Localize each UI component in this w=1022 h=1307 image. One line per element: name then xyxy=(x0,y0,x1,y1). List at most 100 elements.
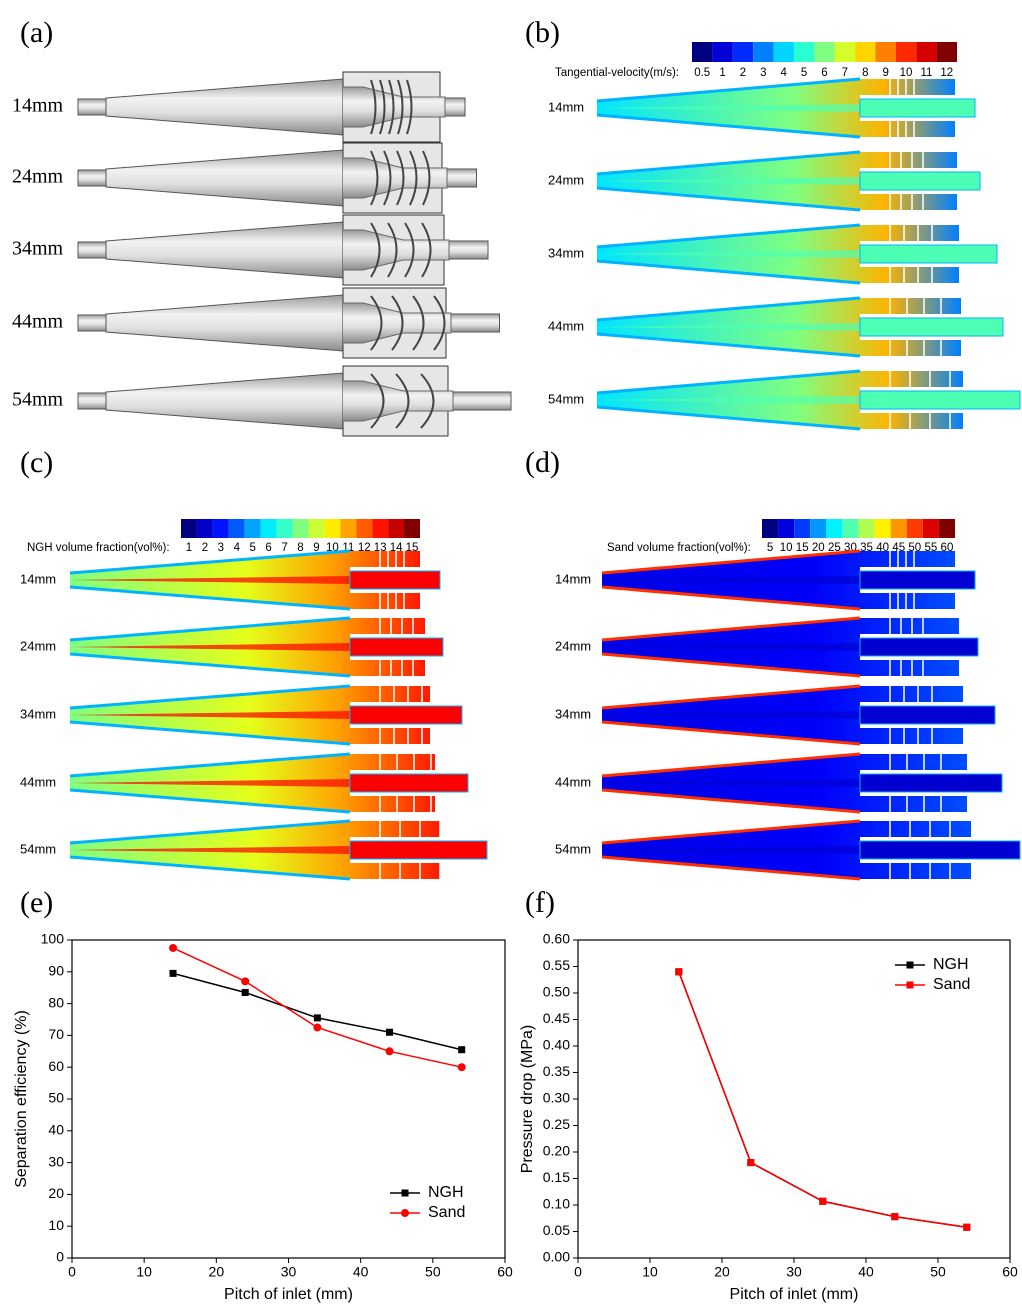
spiral-blade xyxy=(433,295,446,351)
cone xyxy=(105,149,344,207)
field-core xyxy=(597,250,860,258)
field-core xyxy=(602,779,860,787)
spiral-blade xyxy=(370,222,381,278)
colorbar-title: NGH volume fraction(vol%): xyxy=(27,542,170,554)
row-label: 34mm xyxy=(12,238,64,260)
outlet-tube xyxy=(859,390,1021,410)
x-tick-label: 30 xyxy=(786,1264,802,1280)
y-tick-label: 0.10 xyxy=(543,1196,570,1212)
field-edge xyxy=(601,819,861,881)
outlet-tube xyxy=(859,840,1021,860)
series-line xyxy=(172,947,462,1068)
cone xyxy=(105,221,344,279)
colorbar-box xyxy=(855,42,876,62)
inlet-pipe xyxy=(77,241,107,259)
y-tick-label: 0.35 xyxy=(543,1063,570,1079)
colorbar-box xyxy=(895,42,917,62)
legend-label: NGH xyxy=(428,1184,464,1201)
outlet-tube xyxy=(349,637,444,657)
colorbar-box xyxy=(773,42,794,62)
y-tick-label: 60 xyxy=(48,1058,64,1074)
outlet-tube xyxy=(859,570,976,590)
colorbar-tick-label: 15 xyxy=(796,542,809,554)
row-label: 24mm xyxy=(555,638,591,653)
row-label: 44mm xyxy=(12,311,64,333)
y-tick-label: 0.40 xyxy=(543,1037,570,1053)
colorbar-box xyxy=(228,519,245,538)
marker xyxy=(747,1159,755,1167)
cone xyxy=(105,372,344,430)
spiral-blade xyxy=(370,373,385,429)
marker xyxy=(457,1063,466,1072)
spiral-blade xyxy=(406,79,413,135)
colorbar-box xyxy=(292,519,309,538)
marker xyxy=(891,1213,899,1221)
colorbar-tick-label: 5 xyxy=(801,67,807,79)
outlet-tube xyxy=(349,840,488,860)
row-label: 24mm xyxy=(20,638,56,653)
panel-label: (c) xyxy=(20,446,53,479)
y-tick-label: 0.60 xyxy=(543,931,570,947)
field-core xyxy=(70,779,350,787)
marker xyxy=(169,943,178,952)
colorbar-tick-label: 25 xyxy=(828,542,841,554)
row-label: 14mm xyxy=(555,571,591,586)
field-core xyxy=(602,643,860,651)
colorbar-box xyxy=(388,519,405,538)
spiral-blade xyxy=(370,150,379,206)
colorbar-box xyxy=(260,519,277,538)
x-tick-label: 60 xyxy=(497,1264,513,1280)
colorbar-tick-label: 9 xyxy=(882,67,888,79)
x-tick-label: 40 xyxy=(353,1264,369,1280)
colorbar-box xyxy=(922,519,939,538)
y-tick-label: 30 xyxy=(48,1153,64,1169)
marker xyxy=(313,1023,322,1032)
colorbar-tick-label: 1 xyxy=(186,542,192,554)
row-label: 14mm xyxy=(20,571,56,586)
spiral-blade xyxy=(370,79,377,135)
field-edge xyxy=(69,616,351,678)
colorbar-tick-label: 7 xyxy=(281,542,287,554)
marker xyxy=(458,1046,466,1054)
colorbar-box xyxy=(826,519,843,538)
x-tick-label: 30 xyxy=(281,1264,297,1280)
spiral-blade xyxy=(379,79,386,135)
series-line xyxy=(678,971,967,1229)
row-label: 54mm xyxy=(548,391,584,406)
field-edge xyxy=(69,819,351,881)
legend-marker xyxy=(401,1189,409,1197)
field-core xyxy=(597,104,860,112)
colorbar-tick-label: 3 xyxy=(760,67,766,79)
colorbar-box xyxy=(916,42,937,62)
field-edge xyxy=(596,223,861,285)
x-tick-label: 10 xyxy=(136,1264,152,1280)
marker xyxy=(963,1223,971,1231)
colorbar-tick-label: 8 xyxy=(297,542,303,554)
legend-marker xyxy=(906,981,914,989)
x-tick-label: 0 xyxy=(68,1264,76,1280)
marker xyxy=(313,1014,321,1022)
colorbar-tick-label: 0.5 xyxy=(694,67,710,79)
colorbar-box xyxy=(875,42,896,62)
y-tick-label: 0.00 xyxy=(543,1249,570,1265)
spiral-blade xyxy=(421,222,432,278)
colorbar-box xyxy=(372,519,389,538)
legend-marker xyxy=(401,1209,409,1217)
colorbar-box xyxy=(842,519,859,538)
marker xyxy=(819,1197,827,1205)
legend-label: Sand xyxy=(428,1204,465,1221)
field-edge xyxy=(596,369,861,431)
colorbar-tick-label: 12 xyxy=(940,67,953,79)
y-tick-label: 0.15 xyxy=(543,1169,570,1185)
colorbar-box xyxy=(340,519,357,538)
field-edge xyxy=(601,616,861,678)
spiral-blade xyxy=(397,79,404,135)
colorbar-tick-label: 6 xyxy=(265,542,271,554)
y-tick-label: 0.25 xyxy=(543,1116,570,1132)
y-tick-label: 20 xyxy=(48,1185,64,1201)
colorbar-box xyxy=(404,519,420,538)
y-tick-label: 0.45 xyxy=(543,1010,570,1026)
colorbar-box xyxy=(244,519,261,538)
row-label: 54mm xyxy=(20,841,56,856)
